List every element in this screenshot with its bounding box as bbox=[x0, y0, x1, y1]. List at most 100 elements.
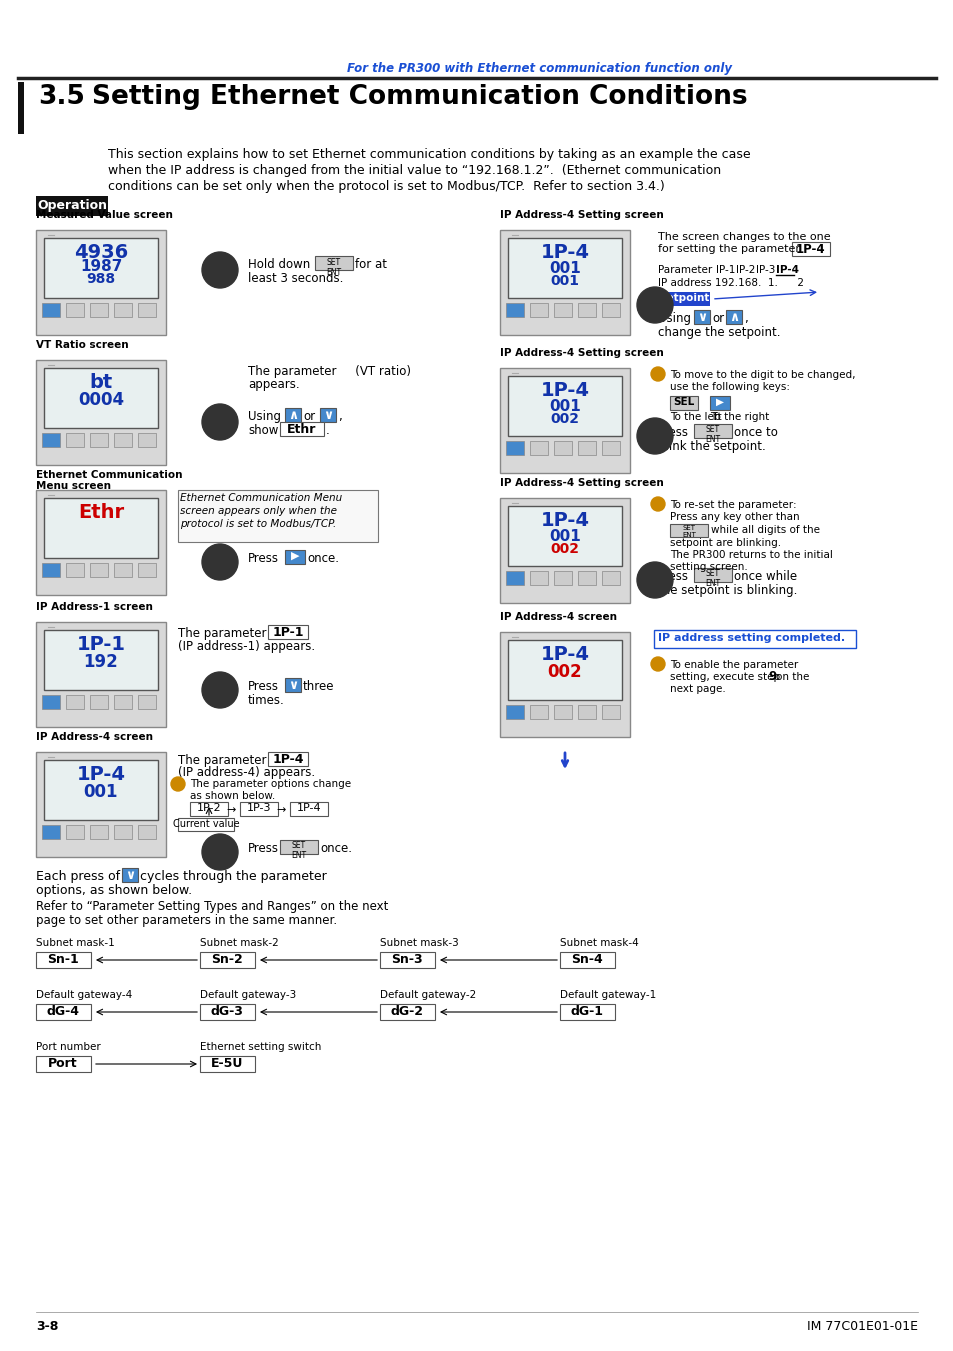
Bar bbox=[90, 563, 108, 577]
Text: once while: once while bbox=[733, 570, 797, 584]
Text: 1987: 1987 bbox=[80, 259, 122, 274]
Bar bbox=[66, 825, 84, 839]
Bar bbox=[601, 440, 619, 455]
Text: IP-2: IP-2 bbox=[735, 265, 755, 276]
Bar bbox=[44, 499, 158, 558]
Bar bbox=[66, 694, 84, 709]
Text: Measured Value screen: Measured Value screen bbox=[36, 209, 172, 220]
Text: SET
ENT: SET ENT bbox=[326, 258, 341, 277]
Bar bbox=[44, 761, 158, 820]
Text: Sn-3: Sn-3 bbox=[391, 952, 422, 966]
Bar bbox=[190, 802, 228, 816]
Bar bbox=[379, 1004, 435, 1020]
Text: change the setpoint.: change the setpoint. bbox=[658, 326, 780, 339]
Text: 8: 8 bbox=[647, 570, 661, 589]
Text: IP-3: IP-3 bbox=[755, 265, 775, 276]
Text: Using: Using bbox=[248, 409, 281, 423]
Text: IP address 192.168.  1.      2: IP address 192.168. 1. 2 bbox=[658, 278, 803, 288]
Text: Each press of: Each press of bbox=[36, 870, 120, 884]
Circle shape bbox=[637, 562, 672, 598]
Text: setpoint are blinking.: setpoint are blinking. bbox=[669, 538, 781, 549]
Text: 5: 5 bbox=[213, 842, 227, 861]
Text: cycles through the parameter: cycles through the parameter bbox=[140, 870, 327, 884]
Text: setting, execute step: setting, execute step bbox=[669, 671, 780, 682]
Bar bbox=[280, 840, 317, 854]
Bar bbox=[44, 367, 158, 428]
Text: Subnet mask-4: Subnet mask-4 bbox=[559, 938, 639, 948]
Text: Parameter: Parameter bbox=[658, 265, 712, 276]
Bar bbox=[505, 705, 523, 719]
Bar bbox=[36, 359, 166, 465]
Text: 988: 988 bbox=[87, 272, 115, 286]
Circle shape bbox=[650, 367, 664, 381]
Bar bbox=[499, 367, 629, 473]
Circle shape bbox=[171, 777, 185, 790]
Text: once to: once to bbox=[733, 426, 777, 439]
Bar bbox=[36, 952, 91, 969]
Bar bbox=[658, 292, 709, 305]
Text: ∨: ∨ bbox=[323, 409, 333, 422]
Bar bbox=[505, 571, 523, 585]
Text: IP address setting completed.: IP address setting completed. bbox=[658, 634, 844, 643]
Text: bt: bt bbox=[90, 373, 112, 392]
Bar bbox=[113, 563, 132, 577]
Text: options, as shown below.: options, as shown below. bbox=[36, 884, 192, 897]
Bar bbox=[530, 705, 547, 719]
Bar bbox=[178, 817, 233, 831]
Text: 1P-4: 1P-4 bbox=[540, 511, 589, 530]
Circle shape bbox=[637, 417, 672, 454]
Text: 3: 3 bbox=[213, 553, 227, 571]
Text: The parameter options change: The parameter options change bbox=[190, 780, 351, 789]
Bar bbox=[90, 303, 108, 317]
Text: Default gateway-4: Default gateway-4 bbox=[36, 990, 132, 1000]
Text: IM 77C01E01-01E: IM 77C01E01-01E bbox=[806, 1320, 917, 1333]
Bar bbox=[669, 396, 698, 409]
Bar bbox=[90, 825, 108, 839]
Bar bbox=[36, 1004, 91, 1020]
Text: The parameter: The parameter bbox=[178, 754, 266, 767]
Text: Sn-1: Sn-1 bbox=[47, 952, 79, 966]
Text: times.: times. bbox=[248, 694, 284, 707]
Text: show: show bbox=[248, 424, 278, 436]
Bar bbox=[507, 238, 621, 299]
Text: once.: once. bbox=[307, 553, 338, 565]
Text: Ethernet Communication: Ethernet Communication bbox=[36, 470, 182, 480]
Text: SET
ENT: SET ENT bbox=[681, 526, 695, 538]
Bar bbox=[90, 694, 108, 709]
Bar bbox=[240, 802, 277, 816]
Text: 3.5: 3.5 bbox=[38, 84, 85, 109]
Text: To the left: To the left bbox=[669, 412, 720, 422]
Bar bbox=[725, 309, 741, 324]
Text: 002: 002 bbox=[547, 663, 581, 681]
Bar bbox=[499, 632, 629, 738]
Text: E-5U: E-5U bbox=[211, 1056, 243, 1070]
Bar bbox=[200, 1056, 254, 1071]
Text: 1: 1 bbox=[213, 259, 227, 280]
Text: least 3 seconds.: least 3 seconds. bbox=[248, 272, 343, 285]
Bar bbox=[791, 242, 829, 255]
Text: 002: 002 bbox=[550, 542, 578, 557]
Text: 1P-4: 1P-4 bbox=[796, 243, 825, 255]
Text: To enable the parameter: To enable the parameter bbox=[669, 661, 798, 670]
Text: ▶: ▶ bbox=[291, 551, 299, 561]
Text: page to set other parameters in the same manner.: page to set other parameters in the same… bbox=[36, 915, 336, 927]
Text: as shown below.: as shown below. bbox=[190, 790, 275, 801]
Text: IP-4: IP-4 bbox=[775, 265, 799, 276]
Text: 001: 001 bbox=[549, 261, 580, 276]
Bar bbox=[693, 424, 731, 438]
Bar bbox=[138, 825, 156, 839]
Text: Menu screen: Menu screen bbox=[36, 481, 111, 490]
Bar bbox=[122, 867, 138, 882]
Circle shape bbox=[202, 671, 237, 708]
Text: ∨: ∨ bbox=[697, 311, 706, 324]
Text: 1P-3: 1P-3 bbox=[247, 802, 271, 813]
Text: Press: Press bbox=[658, 570, 688, 584]
Text: Port number: Port number bbox=[36, 1042, 101, 1052]
Text: Sn-4: Sn-4 bbox=[571, 952, 602, 966]
Text: dG-2: dG-2 bbox=[390, 1005, 423, 1019]
Text: Default gateway-3: Default gateway-3 bbox=[200, 990, 296, 1000]
Bar bbox=[138, 563, 156, 577]
Text: 1P-2: 1P-2 bbox=[196, 802, 221, 813]
Text: VT Ratio screen: VT Ratio screen bbox=[36, 340, 129, 350]
Text: Ethr: Ethr bbox=[287, 423, 316, 436]
